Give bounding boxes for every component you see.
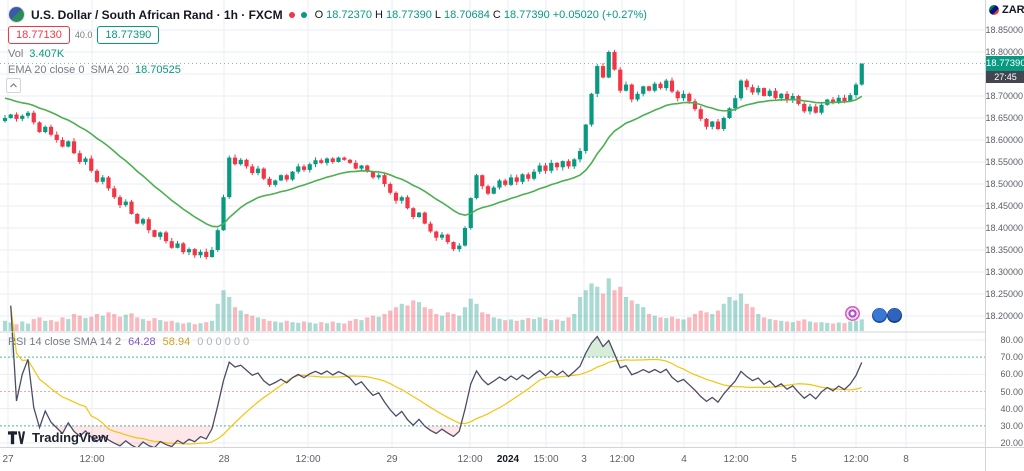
volume-legend[interactable]: Vol 3.407K <box>8 48 647 60</box>
rsi-line <box>10 305 863 447</box>
price-tick-label: 18.35000 <box>985 245 1023 255</box>
main-chart[interactable] <box>0 0 985 447</box>
price-tick-label: 18.55000 <box>985 157 1023 167</box>
open-value: 18.72370 <box>326 8 373 21</box>
quote-row: 18.77130 40.0 18.77390 <box>8 26 647 44</box>
rsi-tick-label: 70.00 <box>1000 352 1023 363</box>
rsi-tick-label: 80.00 <box>1000 335 1023 345</box>
price-tick-label: 18.40000 <box>985 223 1023 233</box>
chart-legend: U.S. Dollar / South African Rand · 1h · … <box>8 6 647 76</box>
price-tick-label: 18.65000 <box>985 113 1023 123</box>
change-value: +0.05020 (+0.27%) <box>552 8 647 21</box>
ma-legend[interactable]: EMA 20 close 0 SMA 20 18.70525 <box>8 64 647 76</box>
price-tick-label: 18.30000 <box>985 267 1023 277</box>
low-label: L <box>434 8 441 21</box>
price-scale[interactable]: ZAR 18.8500018.8000018.7500018.7000018.6… <box>985 0 1024 471</box>
tradingview-logo-icon <box>8 430 26 444</box>
price-tick-label: 18.85000 <box>985 25 1023 35</box>
currency-flag-icon <box>989 5 999 15</box>
sell-button[interactable]: 18.77130 <box>8 26 70 44</box>
volume-label: Vol <box>8 48 24 60</box>
buy-button[interactable]: 18.77390 <box>97 26 160 44</box>
tradingview-logo-text: TradingView <box>32 430 109 445</box>
rsi-tick-label: 50.00 <box>1000 386 1023 397</box>
currency-header[interactable]: ZAR <box>989 4 1024 16</box>
symbol-row[interactable]: U.S. Dollar / South African Rand · 1h · … <box>8 6 647 23</box>
dot-icon-red <box>288 11 295 18</box>
flag-circle-icon-1[interactable] <box>872 308 887 323</box>
time-scale[interactable]: 27 12:00 28 12:00 29 12:00 2024 15:00 3 12:00 4 12:… <box>0 447 985 471</box>
current-price-badge: 18.77390 <box>986 55 1024 71</box>
dot-icon-teal <box>300 11 307 18</box>
time-tick-label: 27 <box>2 454 14 465</box>
time-tick-label: 2024 <box>496 454 520 465</box>
ema-line <box>4 95 863 228</box>
time-tick-label: 12:00 <box>843 454 869 465</box>
bar-countdown-badge: 27:45 <box>986 70 1024 83</box>
price-tick-label: 18.70000 <box>985 91 1023 101</box>
rsi-tick-label: 20.00 <box>1000 438 1023 448</box>
price-tick-label: 18.45000 <box>985 201 1023 211</box>
candles-layer <box>2 49 864 260</box>
cyclone-emoji-icon[interactable] <box>845 306 860 321</box>
volume-value: 3.407K <box>29 48 65 60</box>
time-tick-label: 12:00 <box>295 454 321 465</box>
time-tick-label: 12:00 <box>723 454 749 465</box>
rsi-level-lines <box>0 356 985 427</box>
time-tick-label: 12:00 <box>457 454 483 465</box>
rsi-legend[interactable]: RSI 14 close SMA 14 2 64.28 58.94 0 0 0 … <box>8 336 249 348</box>
grid-layer <box>0 0 985 447</box>
open-label: O <box>314 8 324 21</box>
rsi-sma-value: 58.94 <box>162 336 191 348</box>
high-value: 18.77390 <box>385 8 432 21</box>
currency-code: ZAR <box>1002 4 1024 16</box>
symbol-logo-icon <box>8 6 25 23</box>
spread-value: 40.0 <box>74 30 93 40</box>
time-tick-label: 8 <box>903 454 909 465</box>
flag-circle-icon-2[interactable] <box>887 308 902 323</box>
low-value: 18.70684 <box>444 8 490 21</box>
rsi-tick-label: 40.00 <box>1000 403 1023 414</box>
rsi-label: RSI 14 close SMA 14 2 <box>8 336 122 348</box>
ohlc-values: O 18.72370 H 18.77390 L 18.70684 C 18.77390 … <box>315 9 647 21</box>
rsi-value: 64.28 <box>128 336 156 348</box>
close-label: C <box>492 8 501 21</box>
time-tick-label: 15:00 <box>533 454 559 465</box>
ema-label: EMA 20 close 0 <box>8 64 85 76</box>
price-tick-label: 18.25000 <box>985 289 1023 299</box>
chevron-up-icon <box>10 83 17 88</box>
high-label: H <box>375 8 383 21</box>
time-axis-corner <box>985 447 1024 471</box>
sma-label: SMA 20 <box>90 64 129 76</box>
volume-layer <box>2 278 864 331</box>
close-value: 18.77390 <box>503 8 550 21</box>
legend-collapse-button[interactable] <box>6 78 21 93</box>
symbol-title[interactable]: U.S. Dollar / South African Rand · 1h · … <box>31 7 283 22</box>
time-tick-label: 12:00 <box>609 454 635 465</box>
price-tick-label: 18.50000 <box>985 179 1023 189</box>
price-tick-label: 18.60000 <box>985 135 1023 145</box>
time-tick-label: 5 <box>791 454 797 465</box>
rsi-sma-line <box>10 305 862 445</box>
price-tick-label: 18.20000 <box>985 311 1023 321</box>
rsi-oversold-fill <box>38 425 461 447</box>
time-tick-label: 12:00 <box>79 454 105 465</box>
rsi-tick-label: 60.00 <box>1000 369 1023 380</box>
price-tick-label: 18.80000 <box>985 47 1023 57</box>
tradingview-logo[interactable]: TradingView <box>8 430 108 445</box>
time-tick-label: 28 <box>218 454 230 465</box>
time-tick-label: 29 <box>386 454 398 465</box>
rsi-tick-label: 30.00 <box>1000 420 1023 431</box>
time-tick-label: 3 <box>581 454 587 465</box>
time-tick-label: 4 <box>681 454 687 465</box>
rsi-extra-values: 0 0 0 0 0 0 <box>197 336 250 348</box>
ma-value: 18.70525 <box>134 64 181 76</box>
